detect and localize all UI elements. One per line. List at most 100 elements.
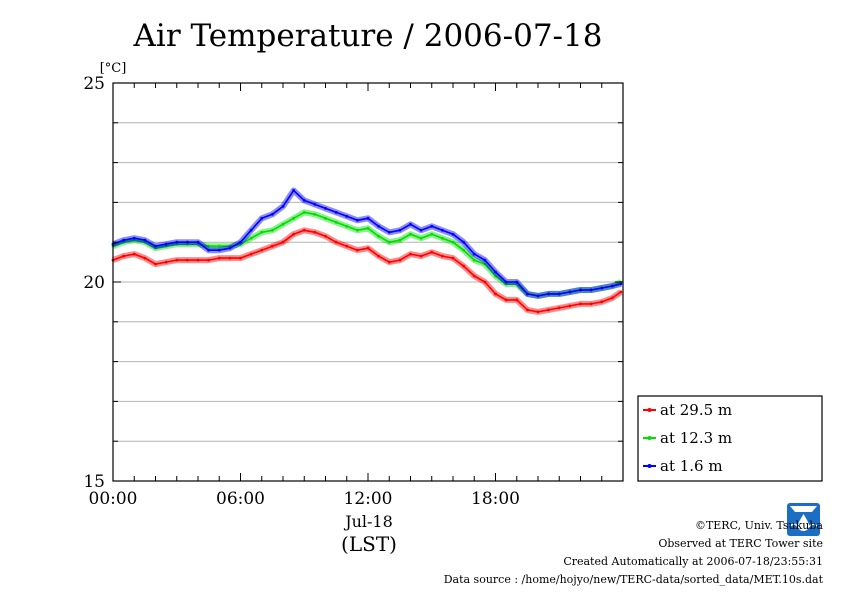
grid <box>113 122 623 442</box>
copyright-text: ©TERC, Univ. Tsukuba <box>694 519 823 532</box>
series-point <box>387 240 391 244</box>
series-point <box>154 246 157 250</box>
series-point <box>525 308 529 312</box>
series-point <box>249 228 253 232</box>
series-point <box>164 244 168 248</box>
series-point <box>419 228 423 232</box>
series-point <box>579 288 582 292</box>
series-point <box>504 282 508 286</box>
series-point <box>164 242 168 246</box>
series-point <box>409 252 412 256</box>
series-point <box>472 252 476 256</box>
series-point <box>494 292 497 296</box>
series-point <box>494 270 497 274</box>
legend-marker <box>647 464 652 468</box>
series-point <box>302 228 306 232</box>
series-point <box>207 258 211 262</box>
series-point <box>270 212 274 216</box>
series-point <box>472 274 476 278</box>
series-point <box>419 236 423 240</box>
series-point <box>440 236 444 240</box>
series-point <box>579 302 582 306</box>
y-axis-unit: [°C] <box>100 61 127 76</box>
series-point <box>355 218 359 222</box>
series-point <box>260 230 264 234</box>
series-point <box>568 304 572 308</box>
series-point <box>239 240 242 244</box>
series-point <box>377 224 381 228</box>
series-point <box>472 258 476 262</box>
series-point <box>292 189 296 192</box>
source-text: Data source : /home/hojyo/new/TERC-data/… <box>443 573 823 586</box>
series-point <box>387 260 391 264</box>
series-point <box>451 256 455 260</box>
series-point <box>228 244 232 248</box>
timezone-label: (LST) <box>341 532 397 556</box>
series-point <box>600 286 604 290</box>
series-point <box>185 242 189 246</box>
series-point <box>143 238 147 242</box>
series-point <box>122 240 126 244</box>
series-point <box>619 290 623 294</box>
series-point <box>398 258 402 262</box>
series-point <box>154 262 157 266</box>
series-point <box>196 258 200 262</box>
series-point <box>324 206 327 210</box>
series-point <box>525 292 529 296</box>
series-point <box>483 258 487 262</box>
series-point <box>270 228 274 232</box>
series-point <box>292 216 296 220</box>
chart-title: Air Temperature / 2006-07-18 <box>133 18 603 54</box>
series-point <box>557 306 561 310</box>
series-point <box>547 308 551 312</box>
series-point <box>440 254 444 258</box>
legend-box <box>637 395 823 482</box>
series-point <box>334 220 338 224</box>
series-point <box>366 246 370 250</box>
series-point <box>207 248 211 252</box>
series-point <box>249 252 253 256</box>
series-point <box>270 244 274 248</box>
y-tick-label: 25 <box>83 74 105 94</box>
series-point <box>239 256 242 260</box>
series-point <box>619 282 623 286</box>
series-point <box>281 240 285 244</box>
series-point <box>387 230 391 234</box>
x-tick-label: 12:00 <box>344 489 393 509</box>
series-point <box>324 216 327 220</box>
series-point <box>185 240 189 244</box>
series-point <box>515 298 519 302</box>
series-lines <box>111 187 623 315</box>
series-point <box>515 280 519 284</box>
x-tick-label: 06:00 <box>216 489 265 509</box>
series-point <box>292 232 296 236</box>
series-point <box>600 300 604 304</box>
series-point <box>122 238 126 242</box>
series-point <box>462 248 466 252</box>
legend-marker <box>647 436 652 440</box>
legend-label: at 1.6 m <box>660 457 723 475</box>
series-point <box>430 224 434 228</box>
series-point <box>122 254 126 258</box>
series-point <box>504 298 508 302</box>
series-point <box>217 248 221 252</box>
series-point <box>355 228 359 232</box>
series-band <box>111 209 623 299</box>
series-point <box>462 264 466 268</box>
series-point <box>377 234 381 238</box>
legend-marker <box>647 408 652 412</box>
series-point <box>281 204 285 208</box>
series-point <box>419 254 423 258</box>
series-point <box>451 232 455 236</box>
series-point <box>355 248 359 252</box>
axis-ticks: 15 20 25 00:00 06:00 12:00 18:00 <box>83 74 624 509</box>
series-point <box>185 258 189 262</box>
series-point <box>313 202 317 206</box>
series-point <box>536 294 540 298</box>
series-point <box>249 236 253 240</box>
series-point <box>547 292 551 296</box>
series-point <box>345 224 349 228</box>
series-point <box>568 290 572 294</box>
series-point <box>589 302 593 306</box>
